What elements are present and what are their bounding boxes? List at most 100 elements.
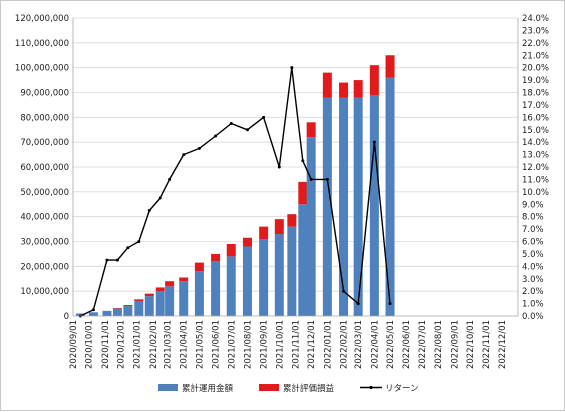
x-tick-label: 2022/02/01	[340, 320, 350, 369]
return-point	[326, 178, 329, 181]
x-tick-label: 2022/05/01	[386, 320, 396, 369]
y-tick-label: 120,000,000	[15, 14, 69, 24]
bar-gain	[123, 305, 132, 306]
y-tick-label: 80,000,000	[20, 113, 69, 123]
bar-investment	[102, 311, 111, 316]
y2-tick-label: 18.0%	[522, 89, 549, 99]
bar-investment	[275, 234, 284, 316]
bar-gain	[179, 278, 188, 282]
return-point	[373, 141, 376, 144]
x-tick-label: 2022/08/01	[434, 320, 444, 369]
y2-tick-label: 6.0%	[522, 238, 544, 248]
y2-tick-label: 22.0%	[522, 39, 549, 49]
bar-gain	[298, 182, 307, 204]
bar-investment	[179, 281, 188, 316]
x-tick-label: 2021/12/01	[307, 320, 317, 369]
y-tick-label: 20,000,000	[20, 262, 69, 272]
y-tick-label: 40,000,000	[20, 213, 69, 223]
return-point	[230, 122, 233, 125]
x-tick-label: 2021/08/01	[243, 320, 253, 369]
legend-swatch-investment	[158, 384, 178, 391]
bar-gain	[259, 227, 268, 239]
bar-gain	[323, 73, 332, 98]
y2-tick-label: 13.0%	[522, 151, 549, 161]
y2-tick-label: 4.0%	[522, 262, 544, 272]
y2-tick-label: 24.0%	[522, 14, 549, 24]
bar-gain	[370, 65, 379, 95]
return-point	[92, 308, 95, 311]
y2-tick-label: 20.0%	[522, 64, 549, 74]
bar-gain	[134, 299, 143, 301]
return-point	[105, 259, 108, 262]
y-tick-label: 100,000,000	[15, 64, 69, 74]
bar-investment	[386, 78, 395, 316]
bar-investment	[113, 309, 122, 316]
y-tick-label: 110,000,000	[15, 39, 69, 49]
bar-investment	[287, 227, 296, 316]
return-point	[214, 134, 217, 137]
x-tick-label: 2021/05/01	[195, 320, 205, 369]
return-point	[278, 166, 281, 169]
bar-gain	[307, 122, 316, 137]
return-point	[262, 116, 265, 119]
bar-investment	[134, 301, 143, 316]
legend-label-return: リターン	[385, 384, 419, 394]
y2-tick-label: 15.0%	[522, 126, 549, 136]
x-tick-label: 2021/03/01	[164, 320, 174, 369]
y2-tick-label: 21.0%	[522, 51, 549, 61]
y2-tick-label: 5.0%	[522, 250, 544, 260]
x-tick-label: 2021/11/01	[292, 320, 302, 369]
x-tick-label: 2021/07/01	[227, 320, 237, 369]
x-tick-label: 2020/09/01	[69, 320, 79, 369]
return-point	[389, 302, 392, 305]
bar-investment	[145, 296, 154, 316]
bar-investment	[354, 97, 363, 316]
y-tick-label: 30,000,000	[20, 238, 69, 248]
y2-tick-label: 12.0%	[522, 163, 549, 173]
y2-tick-label: 1.0%	[522, 300, 544, 310]
x-tick-label: 2022/01/01	[323, 320, 333, 369]
bar-gain	[354, 80, 363, 97]
return-point	[116, 259, 119, 262]
x-tick-label: 2021/06/01	[212, 320, 222, 369]
y2-tick-label: 23.0%	[522, 26, 549, 36]
bar-gain	[211, 254, 220, 261]
x-tick-label: 2020/12/01	[117, 320, 127, 369]
bar-gain	[227, 244, 236, 256]
legend-label-investment: 累計運用金額	[182, 383, 234, 394]
bar-investment	[165, 286, 174, 316]
bar-investment	[123, 306, 132, 316]
y2-tick-label: 8.0%	[522, 213, 544, 223]
bar-gain	[243, 238, 252, 247]
return-point	[148, 209, 151, 212]
x-tick-label: 2022/04/01	[370, 320, 380, 369]
x-tick-label: 2022/11/01	[482, 320, 492, 369]
return-point	[301, 159, 304, 162]
y2-tick-label: 3.0%	[522, 275, 544, 285]
bar-investment	[195, 271, 204, 316]
return-point	[342, 290, 345, 293]
bar-investment	[298, 204, 307, 316]
bar-investment	[323, 97, 332, 316]
bar-gain	[386, 55, 395, 77]
x-tick-label: 2022/07/01	[418, 320, 428, 369]
legend-swatch-gain	[259, 384, 279, 391]
return-point	[198, 147, 201, 150]
x-tick-label: 2020/10/01	[85, 320, 95, 369]
x-tick-label: 2022/10/01	[466, 320, 476, 369]
x-tick-label: 2021/01/01	[133, 320, 143, 369]
x-tick-label: 2021/02/01	[149, 320, 159, 369]
y2-tick-label: 2.0%	[522, 287, 544, 297]
bar-gain	[156, 287, 165, 291]
legend: 累計運用金額 累計評価損益 リターン	[158, 383, 419, 394]
y2-tick-label: 11.0%	[522, 175, 549, 185]
y2-tick-label: 19.0%	[522, 76, 549, 86]
y2-tick-label: 10.0%	[522, 188, 549, 198]
return-point	[159, 197, 162, 200]
bar-gain	[165, 281, 174, 286]
bar-gain	[145, 294, 154, 296]
x-tick-label: 2022/03/01	[354, 320, 364, 369]
y-tick-label: 10,000,000	[20, 287, 69, 297]
legend-label-gain: 累計評価損益	[283, 383, 335, 394]
